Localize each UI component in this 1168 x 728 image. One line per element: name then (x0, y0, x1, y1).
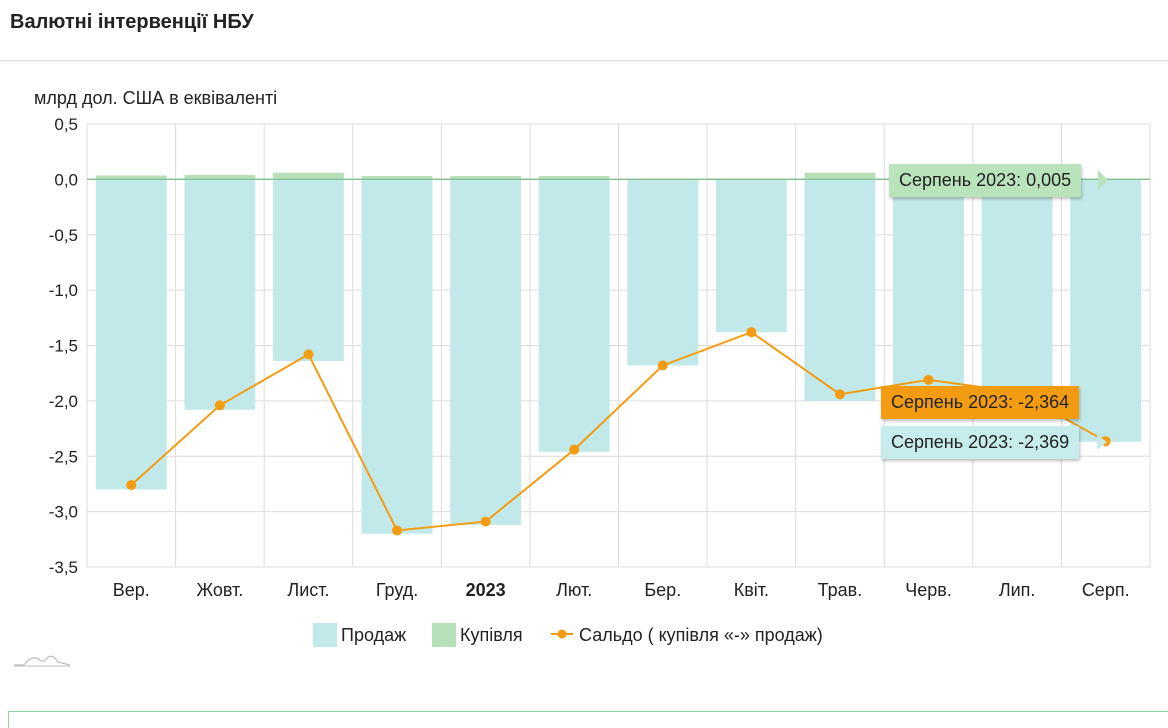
bar-purchase (361, 176, 433, 180)
bar-sales (538, 179, 610, 452)
bar-purchase (804, 172, 876, 180)
point-balance (214, 400, 225, 411)
bar-sales (893, 179, 964, 401)
y-tick-label: -2,0 (49, 392, 78, 411)
x-tick-label: Бер. (644, 580, 681, 600)
bar-purchase (450, 176, 522, 180)
y-tick-label: -3,0 (49, 503, 78, 522)
y-tick-label: -0,5 (49, 226, 78, 245)
point-balance (303, 349, 314, 360)
bar-purchase (184, 174, 256, 180)
x-tick-label: Серп. (1082, 580, 1130, 600)
tooltip-arrow (1097, 435, 1107, 450)
logo-icon (14, 655, 70, 667)
legend-swatch (313, 623, 337, 647)
page-title: Валютні інтервенції НБУ (10, 11, 254, 33)
point-balance (746, 327, 757, 338)
legend-swatch (432, 623, 456, 647)
point-balance (834, 389, 845, 400)
bar-purchase (95, 175, 167, 180)
x-tick-label: Трав. (818, 580, 863, 600)
bar-sales (361, 179, 433, 534)
point-balance (923, 374, 934, 385)
legend-label: Купівля (460, 625, 523, 645)
x-tick-label: Лист. (287, 580, 329, 600)
x-tick-label: 2023 (466, 580, 506, 600)
bar-sales (1070, 179, 1142, 442)
bar-sales (804, 179, 876, 401)
bar-sales (627, 179, 699, 366)
footer-border (8, 711, 1168, 728)
y-tick-label: 0,5 (54, 115, 78, 134)
y-tick-label: -1,0 (49, 281, 78, 300)
point-balance (569, 444, 580, 455)
y-tick-label: -3,5 (49, 558, 78, 577)
tooltip-arrow (1098, 170, 1108, 190)
x-tick-label: Черв. (905, 580, 952, 600)
bar-sales (273, 179, 344, 362)
header: Валютні інтервенції НБУ (0, 0, 1168, 61)
bar-sales (450, 179, 522, 525)
y-tick-label: -1,5 (49, 337, 78, 356)
point-balance (657, 360, 668, 371)
x-tick-label: Груд. (376, 580, 418, 600)
point-balance (480, 516, 491, 527)
bar-sales (184, 179, 256, 410)
point-balance (126, 480, 137, 491)
bar-sales (715, 179, 787, 333)
tooltip-purchase: Серпень 2023: 0,005 (889, 164, 1082, 197)
bar-purchase (273, 172, 344, 180)
legend-label: Сальдо ( купівля «-» продаж) (579, 625, 823, 645)
bar-sales (95, 179, 167, 490)
chart-container[interactable]: млрд дол. США в еквіваленті 0,5 0,0 -0,5 -1,… (0, 62, 1168, 702)
chart[interactable]: млрд дол. США в еквіваленті 0,5 0,0 -0,5 -1,… (0, 62, 1168, 702)
x-tick-label: Лип. (999, 580, 1036, 600)
legend-marker (557, 629, 567, 639)
y-tick-label: 0,0 (54, 170, 78, 189)
x-tick-label: Жовт. (196, 580, 243, 600)
tooltip-sales: Серпень 2023: -2,369 (881, 426, 1080, 459)
line-balance (130, 331, 1107, 532)
y-axis-label: млрд дол. США в еквіваленті (34, 88, 277, 108)
y-tick-label: -2,5 (49, 447, 78, 466)
x-tick-label: Лют. (556, 580, 592, 600)
x-tick-label: Квіт. (734, 580, 769, 600)
legend-label: Продаж (341, 625, 406, 645)
x-tick-label: Вер. (113, 580, 150, 600)
point-balance (392, 525, 403, 536)
tooltip-balance: Серпень 2023: -2,364 (881, 386, 1080, 419)
bar-purchase (538, 176, 610, 180)
bar-sales (981, 179, 1053, 401)
